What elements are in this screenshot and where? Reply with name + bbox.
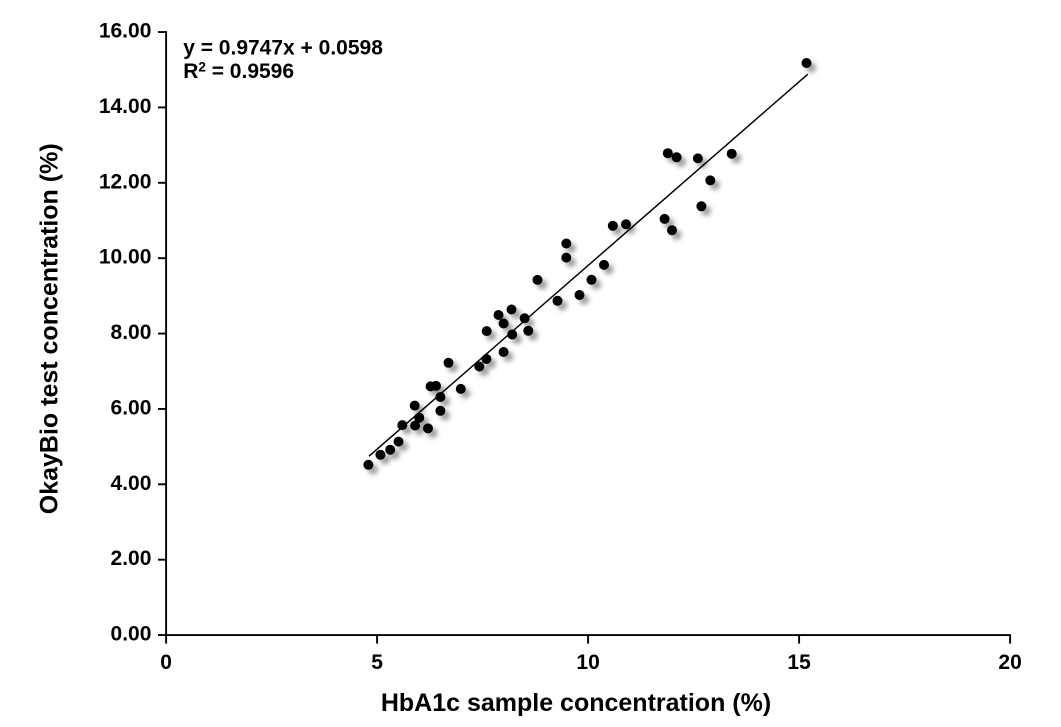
svg-text:14.00: 14.00 <box>99 95 152 118</box>
svg-text:10.00: 10.00 <box>99 246 152 269</box>
svg-text:15: 15 <box>787 651 811 674</box>
svg-text:y = 0.9747x + 0.0598: y = 0.9747x + 0.0598 <box>183 36 383 59</box>
svg-text:0: 0 <box>160 651 172 674</box>
svg-text:20: 20 <box>998 651 1021 674</box>
svg-text:12.00: 12.00 <box>99 170 152 193</box>
svg-text:8.00: 8.00 <box>111 321 152 344</box>
svg-text:2.00: 2.00 <box>111 547 152 570</box>
svg-text:16.00: 16.00 <box>99 20 152 43</box>
svg-text:R2 = 0.9596: R2 = 0.9596 <box>183 59 294 83</box>
svg-text:10: 10 <box>576 651 599 674</box>
svg-text:OkayBio test concentration (%): OkayBio test concentration (%) <box>36 143 64 514</box>
svg-text:4.00: 4.00 <box>111 472 152 495</box>
svg-text:5: 5 <box>371 651 383 674</box>
svg-text:HbA1c sample concentration (%): HbA1c sample concentration (%) <box>381 689 771 717</box>
svg-text:6.00: 6.00 <box>111 396 152 419</box>
svg-text:0.00: 0.00 <box>111 623 152 646</box>
